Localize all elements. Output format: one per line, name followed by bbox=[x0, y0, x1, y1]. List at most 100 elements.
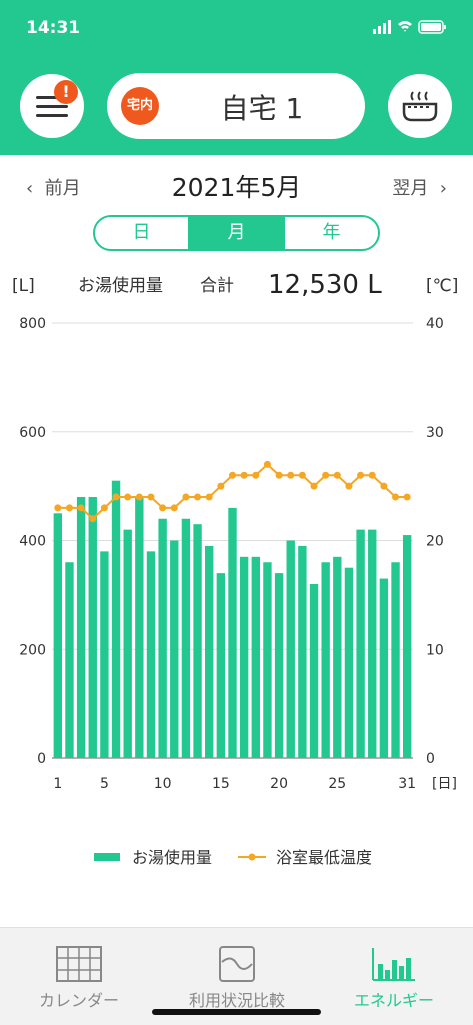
legend-swatch-usage bbox=[94, 853, 120, 861]
usage-bar bbox=[205, 545, 214, 758]
usage-bar bbox=[65, 562, 74, 758]
temperature-point bbox=[217, 482, 225, 490]
usage-bar bbox=[146, 551, 156, 758]
y-right-tick-label: 0 bbox=[426, 751, 435, 767]
temperature-point bbox=[112, 493, 120, 501]
y-left-tick-label: 400 bbox=[19, 534, 46, 550]
prev-month-button[interactable]: ‹ 前月 bbox=[26, 178, 81, 199]
temperature-point bbox=[357, 471, 365, 479]
x-axis-unit: [日] bbox=[432, 776, 457, 792]
usage-bar bbox=[100, 551, 109, 758]
home-name: 自宅 1 bbox=[220, 92, 304, 125]
alert-badge: ! bbox=[54, 80, 78, 104]
tab-compare[interactable]: 利用状況比較 bbox=[158, 928, 316, 1025]
usage-bar bbox=[216, 573, 226, 758]
temperature-point bbox=[170, 504, 178, 512]
usage-bar bbox=[356, 529, 365, 758]
usage-bar bbox=[53, 513, 63, 758]
usage-bar bbox=[391, 562, 400, 758]
y-right-tick-label: 20 bbox=[426, 534, 444, 550]
calendar-icon bbox=[56, 946, 102, 982]
battery-icon bbox=[418, 20, 444, 34]
bath-button[interactable] bbox=[388, 74, 452, 138]
temperature-point bbox=[159, 504, 167, 512]
temperature-point bbox=[89, 515, 97, 523]
next-month-button[interactable]: 翌月 › bbox=[392, 178, 447, 199]
usage-bar bbox=[135, 497, 144, 758]
temperature-point bbox=[100, 504, 108, 512]
temperature-point bbox=[194, 493, 202, 501]
home-selector[interactable]: 宅内 自宅 1 bbox=[107, 73, 365, 139]
y-left-tick-label: 0 bbox=[37, 751, 46, 767]
temperature-point bbox=[345, 482, 353, 490]
system-status-icons bbox=[373, 20, 446, 34]
usage-bar bbox=[158, 518, 167, 758]
usage-bar bbox=[333, 556, 342, 758]
bath-icon bbox=[402, 91, 438, 122]
current-month: 2021年5月 bbox=[171, 173, 302, 202]
tab-calendar-label: カレンダー bbox=[38, 991, 119, 1010]
right-axis-unit: [℃] bbox=[426, 276, 458, 296]
tab-month[interactable]: 月 bbox=[188, 217, 285, 249]
temperature-point bbox=[182, 493, 190, 501]
usage-bar bbox=[251, 556, 260, 758]
x-tick-label: 25 bbox=[328, 776, 346, 792]
month-navigation: ‹ 前月 2021年5月 翌月 › bbox=[0, 166, 473, 206]
usage-bar bbox=[123, 529, 132, 758]
usage-chart: [L] お湯使用量 合計 12,530 L [℃] 0 0 200 10 400 20 60… bbox=[12, 270, 458, 792]
summary-total-label: 合計 bbox=[200, 276, 234, 296]
tab-calendar[interactable]: カレンダー bbox=[0, 928, 158, 1025]
y-right-tick-label: 30 bbox=[426, 425, 444, 441]
usage-bar bbox=[239, 556, 249, 758]
usage-bar bbox=[379, 578, 389, 758]
tab-year[interactable]: 年 bbox=[322, 222, 341, 243]
usage-bar bbox=[309, 584, 319, 758]
tab-day[interactable]: 日 bbox=[132, 222, 151, 243]
temperature-point bbox=[333, 471, 341, 479]
tab-energy[interactable]: エネルギー bbox=[315, 928, 473, 1025]
usage-bar bbox=[193, 524, 202, 758]
usage-bar bbox=[111, 480, 121, 758]
y-right-tick-label: 40 bbox=[426, 316, 444, 332]
legend-label-temp: 浴室最低温度 bbox=[276, 848, 372, 867]
summary-total-value: 12,530 L bbox=[268, 270, 382, 300]
temperature-point bbox=[263, 460, 271, 468]
x-tick-label: 1 bbox=[53, 776, 62, 792]
chevron-right-icon: › bbox=[439, 178, 447, 199]
bottom-tab-bar: カレンダー 利用状況比較 エネルギー bbox=[0, 927, 473, 1025]
x-tick-label: 31 bbox=[398, 776, 416, 792]
location-tag: 宅内 bbox=[121, 87, 159, 125]
usage-bar bbox=[321, 562, 330, 758]
compare-icon bbox=[219, 946, 255, 982]
x-tick-label: 20 bbox=[270, 776, 288, 792]
temperature-point bbox=[403, 493, 411, 501]
temperature-point bbox=[298, 471, 306, 479]
menu-icon bbox=[36, 96, 68, 99]
wifi-icon bbox=[398, 21, 412, 32]
usage-bar bbox=[286, 540, 295, 758]
energy-icon bbox=[372, 948, 415, 981]
temperature-point bbox=[275, 471, 283, 479]
status-bar: 14:31 bbox=[0, 0, 473, 50]
temperature-point bbox=[392, 493, 400, 501]
chart-legend: お湯使用量 浴室最低温度 bbox=[94, 848, 372, 867]
usage-bar bbox=[88, 497, 97, 758]
summary-title: お湯使用量 bbox=[78, 275, 163, 296]
chevron-left-icon: ‹ bbox=[26, 178, 34, 199]
temperature-point bbox=[77, 504, 85, 512]
x-tick-label: 5 bbox=[100, 776, 109, 792]
temperature-point bbox=[287, 471, 295, 479]
temperature-point bbox=[229, 471, 236, 479]
temperature-point bbox=[368, 471, 376, 479]
temperature-point bbox=[322, 471, 330, 479]
usage-bar bbox=[170, 540, 179, 758]
temperature-point bbox=[380, 482, 388, 490]
x-tick-label: 10 bbox=[154, 776, 172, 792]
tab-energy-label: エネルギー bbox=[353, 991, 434, 1010]
usage-bar bbox=[402, 535, 412, 758]
legend-label-usage: お湯使用量 bbox=[132, 848, 212, 867]
usage-bar bbox=[298, 545, 307, 758]
y-left-tick-label: 200 bbox=[19, 642, 46, 658]
tab-compare-label: 利用状況比較 bbox=[188, 991, 285, 1010]
app-header: 14:31 ! 宅内 自宅 1 bbox=[0, 0, 473, 155]
